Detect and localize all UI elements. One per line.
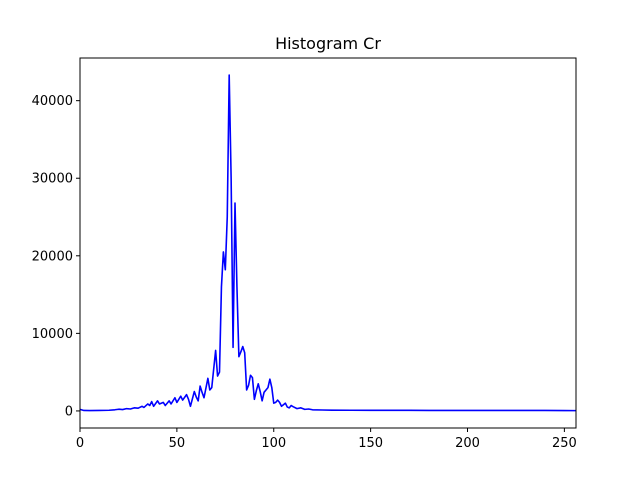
series-line-0 <box>79 74 577 412</box>
y-tick-label: 20000 <box>32 249 73 264</box>
x-tick-label: 250 <box>552 436 577 451</box>
plot-frame <box>79 57 577 429</box>
y-tick-label: 30000 <box>32 172 73 187</box>
plot-area <box>79 74 577 412</box>
y-axis: 0 10000 20000 30000 40000 <box>32 94 80 419</box>
x-axis: 0 50 100 150 200 250 <box>76 428 577 451</box>
x-tick-label: 150 <box>358 436 383 451</box>
chart-title: Histogram Cr <box>275 34 381 53</box>
y-tick-label: 0 <box>65 404 73 419</box>
x-tick-label: 200 <box>455 436 480 451</box>
x-tick-label: 100 <box>261 436 286 451</box>
x-tick-label: 0 <box>76 436 84 451</box>
y-tick-label: 40000 <box>32 94 73 109</box>
y-tick-label: 10000 <box>32 327 73 342</box>
x-tick-label: 50 <box>169 436 186 451</box>
